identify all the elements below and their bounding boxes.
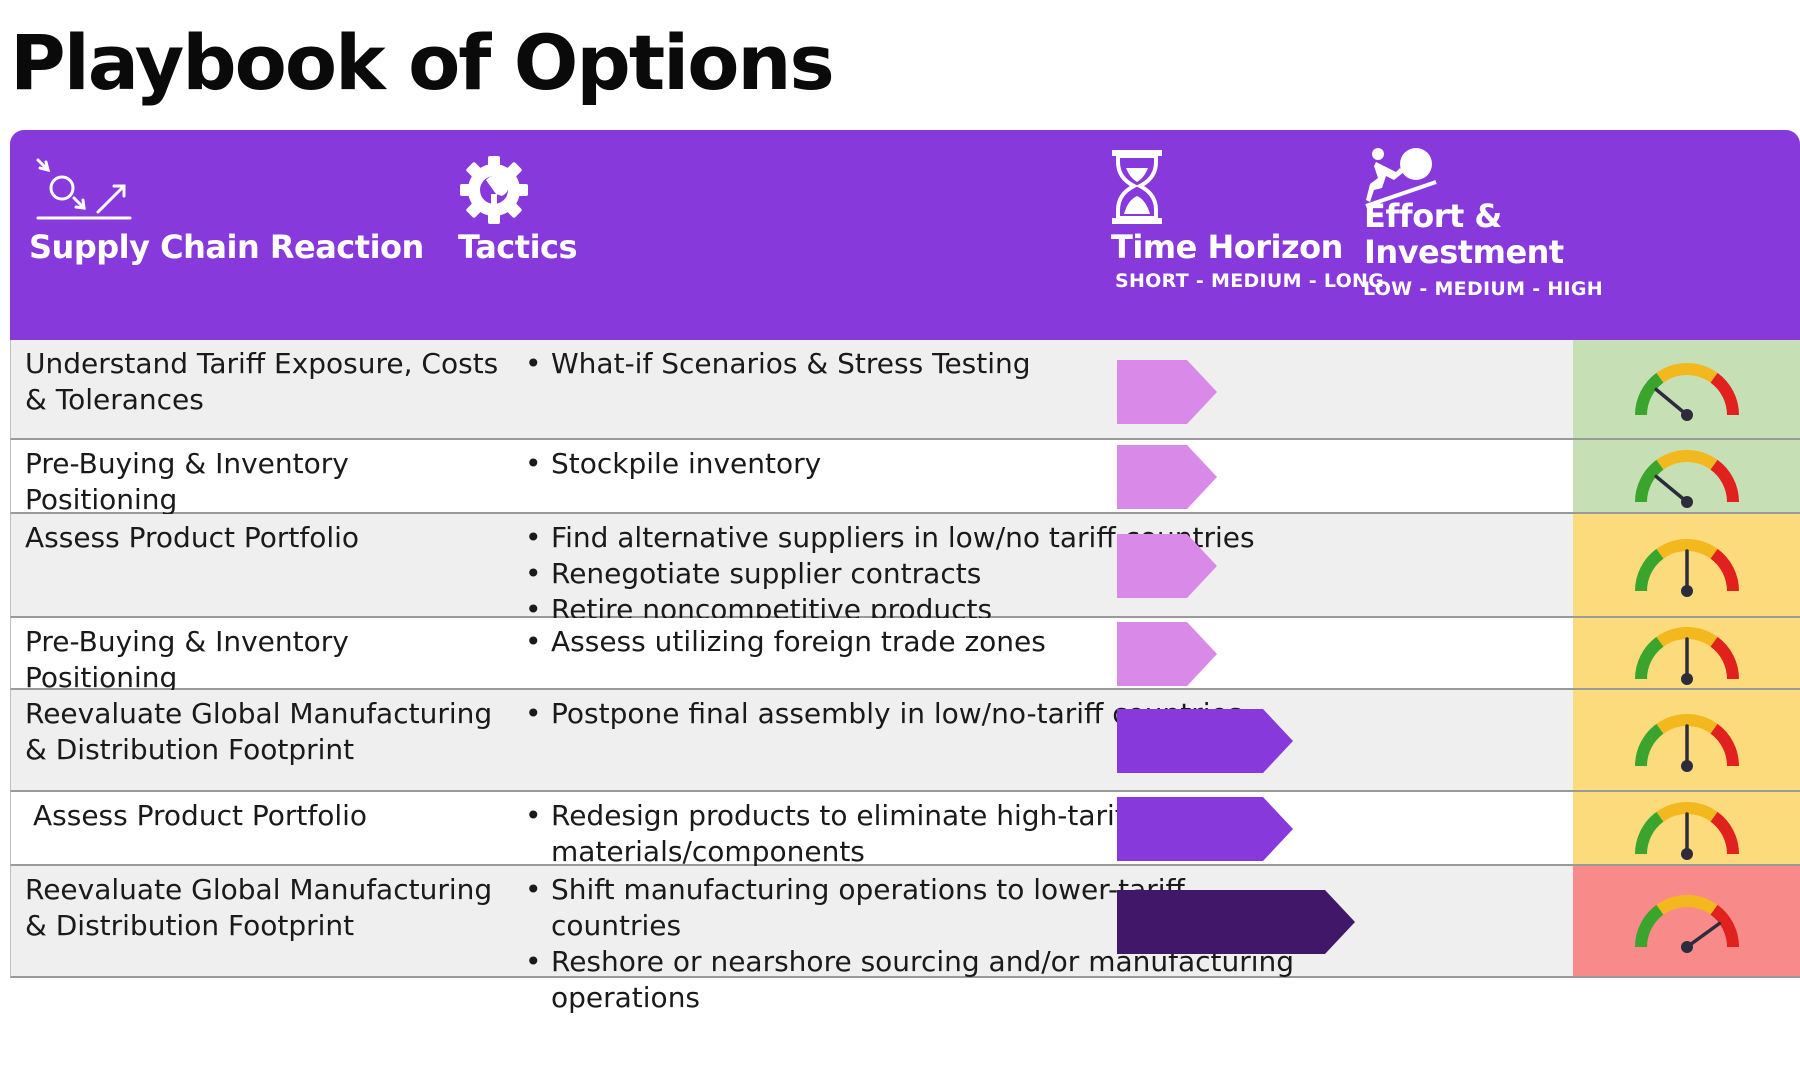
gauge-arc — [1656, 802, 1718, 822]
gauge-arc — [1710, 723, 1739, 767]
gauge-needle — [1654, 474, 1689, 504]
gauge-arc — [1656, 714, 1718, 734]
gauge-arc — [1635, 459, 1664, 503]
gauge-arc — [1710, 459, 1739, 503]
gauge-arc — [1710, 636, 1739, 680]
gauge-arc — [1656, 627, 1718, 647]
header-tactics-label: Tactics — [458, 228, 578, 266]
tactic-item: Reshore or nearshore sourcing and/or man… — [519, 944, 1299, 1016]
gauge-arc — [1635, 811, 1664, 855]
gauge-hub — [1681, 941, 1693, 953]
reaction-text: Pre-Buying & Inventory Positioning — [25, 625, 349, 694]
gauge-arc — [1656, 539, 1718, 559]
effort-cell-medium — [1573, 618, 1800, 688]
table-row: Understand Tariff Exposure, Costs & Tole… — [10, 340, 1800, 440]
tactic-item: Assess utilizing foreign trade zones — [519, 624, 1299, 660]
gauge-arc — [1710, 372, 1739, 416]
time-horizon-arrow-medium — [1117, 797, 1293, 861]
gauge-hub — [1681, 848, 1693, 860]
gauge-arc — [1656, 363, 1718, 383]
gauge-hub — [1681, 409, 1693, 421]
reaction-text: Assess Product Portfolio — [25, 521, 360, 554]
effort-gauge-icon — [1635, 627, 1739, 685]
gauge-arc — [1710, 811, 1739, 855]
playbook-table: Supply Chain Reaction — [10, 130, 1800, 1014]
reaction-text: Assess Product Portfolio — [33, 799, 368, 832]
effort-gauge-icon — [1635, 450, 1739, 508]
effort-cell-low — [1573, 440, 1800, 512]
effort-gauge-icon — [1635, 363, 1739, 421]
time-horizon-arrow-short — [1117, 622, 1217, 686]
time-horizon-arrow-short — [1117, 360, 1217, 424]
time-horizon-arrow-short — [1117, 534, 1217, 598]
reaction-text: Reevaluate Global Manufacturing & Distri… — [25, 697, 493, 766]
tactic-item: Redesign products to eliminate high-tari… — [519, 798, 1299, 870]
gauge-hub — [1681, 760, 1693, 772]
effort-cell-low — [1573, 340, 1800, 438]
header-effort-line1: Effort & — [1364, 197, 1502, 235]
effort-gauge-icon — [1635, 539, 1739, 597]
gauge-hub — [1681, 673, 1693, 685]
gauge-arc — [1635, 636, 1664, 680]
gauge-hub — [1681, 585, 1693, 597]
time-horizon-arrow-medium — [1117, 709, 1293, 773]
table-row: Assess Product Portfolio Redesign product… — [10, 792, 1800, 868]
gauge-needle — [1685, 921, 1722, 949]
tactic-item: Shift manufacturing operations to lower-… — [519, 872, 1299, 944]
gauge-arc — [1710, 548, 1739, 592]
tactics-list: What-if Scenarios & Stress Testing — [519, 346, 1299, 382]
effort-gauge-icon — [1635, 714, 1739, 772]
effort-cell-medium — [1573, 792, 1800, 864]
header-effort-sub: LOW - MEDIUM - HIGH — [1363, 278, 1603, 300]
effort-cell-medium — [1573, 514, 1800, 616]
table-body: Understand Tariff Exposure, Costs & Tole… — [10, 340, 1800, 1014]
effort-cell-high — [1573, 866, 1800, 976]
push-boulder-icon — [1364, 144, 1438, 212]
gauge-arc — [1656, 450, 1718, 470]
gauge-arc — [1635, 904, 1664, 948]
gauge-arc — [1635, 548, 1664, 592]
reaction-text: Pre-Buying & Inventory Positioning — [25, 447, 349, 516]
header-reaction-label: Supply Chain Reaction — [29, 228, 424, 266]
reaction-text: Reevaluate Global Manufacturing & Distri… — [25, 873, 493, 942]
table-row: Reevaluate Global Manufacturing & Distri… — [10, 866, 1800, 1014]
page-title: Playbook of Options — [10, 18, 835, 107]
tactics-list: Stockpile inventory — [519, 446, 1299, 482]
tactics-list: Redesign products to eliminate high-tari… — [519, 798, 1299, 870]
gauge-hub — [1681, 496, 1693, 508]
tactic-item: What-if Scenarios & Stress Testing — [519, 346, 1299, 382]
effort-gauge-icon — [1635, 895, 1739, 953]
gauge-arc — [1710, 904, 1739, 948]
table-row: Pre-Buying & Inventory Positioning Assess… — [10, 618, 1800, 694]
hourglass-icon — [1110, 148, 1164, 230]
gauge-arc — [1635, 372, 1664, 416]
gauge-needle — [1654, 387, 1689, 417]
tactic-item: Renegotiate supplier contracts — [519, 556, 1299, 592]
table-row: Assess Product PortfolioFind alternative… — [10, 514, 1800, 628]
table-row: Reevaluate Global Manufacturing & Distri… — [10, 690, 1800, 792]
header-effort-line2: Investment — [1364, 233, 1564, 271]
table-row: Pre-Buying & Inventory Positioning Stockp… — [10, 440, 1800, 516]
gauge-arc — [1656, 895, 1718, 915]
header-effort-label: Effort & Investment — [1364, 198, 1564, 270]
time-horizon-arrow-short — [1117, 445, 1217, 509]
gauge-arc — [1635, 723, 1664, 767]
tactic-item: Stockpile inventory — [519, 446, 1299, 482]
reaction-text: Understand Tariff Exposure, Costs & Tole… — [25, 347, 499, 416]
gear-hand-icon — [458, 150, 530, 230]
process-flow-icon — [34, 154, 134, 224]
effort-gauge-icon — [1635, 802, 1739, 860]
time-horizon-arrow-long — [1117, 890, 1355, 954]
header-time-sub: SHORT - MEDIUM - LONG — [1115, 270, 1385, 292]
tactics-list: Assess utilizing foreign trade zones — [519, 624, 1299, 660]
table-header: Supply Chain Reaction — [10, 130, 1800, 340]
header-time-label: Time Horizon — [1111, 228, 1343, 266]
effort-cell-medium — [1573, 690, 1800, 790]
